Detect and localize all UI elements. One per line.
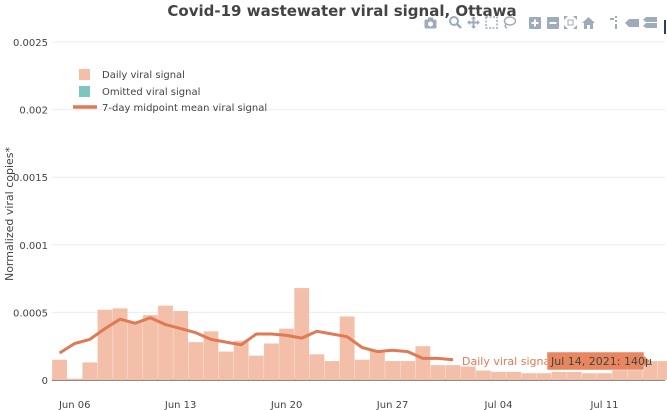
y-tick-label: 0.0025 bbox=[13, 38, 48, 49]
modebar bbox=[423, 15, 657, 33]
x-tick-label: Jun 20 bbox=[270, 400, 303, 410]
bar bbox=[279, 328, 295, 380]
bar bbox=[657, 361, 667, 380]
bar bbox=[506, 371, 522, 380]
bar bbox=[294, 288, 310, 380]
bar bbox=[627, 367, 643, 380]
mean-line bbox=[58, 316, 454, 362]
bar bbox=[354, 359, 370, 380]
zoom-icon[interactable] bbox=[448, 15, 463, 30]
y-tick-label: 0.001 bbox=[19, 241, 48, 252]
bar bbox=[551, 371, 567, 380]
x-tick-label: Jul 11 bbox=[589, 400, 618, 410]
pan-icon[interactable] bbox=[466, 15, 481, 30]
bar bbox=[309, 354, 325, 380]
bar bbox=[158, 305, 173, 380]
mean-line-series bbox=[58, 316, 454, 362]
bar bbox=[385, 361, 400, 380]
hover-closest-icon[interactable] bbox=[624, 15, 639, 30]
bar bbox=[581, 373, 597, 380]
y-tick-label: 0.002 bbox=[19, 106, 48, 117]
y-axis-title: Normalized viral copies* bbox=[3, 146, 16, 281]
bar bbox=[142, 315, 158, 380]
y-tick-label: 0.0015 bbox=[13, 173, 48, 184]
bar bbox=[248, 355, 264, 380]
autoscale-icon[interactable] bbox=[563, 15, 578, 30]
bar bbox=[82, 362, 98, 380]
box-select-icon[interactable] bbox=[484, 15, 499, 30]
bar bbox=[173, 311, 189, 380]
bar bbox=[264, 343, 279, 380]
bar bbox=[339, 316, 355, 380]
hover-tooltip: Daily viral signal Jul 14, 2021: 140µ bbox=[462, 351, 652, 371]
reset-axes-icon[interactable] bbox=[581, 15, 596, 30]
bar bbox=[218, 351, 234, 380]
spike-lines-icon[interactable] bbox=[606, 15, 621, 30]
bar bbox=[112, 308, 128, 380]
legend-swatch-daily bbox=[79, 69, 90, 80]
y-tick-label: 0 bbox=[42, 376, 48, 387]
bar bbox=[188, 342, 204, 380]
bar bbox=[203, 331, 219, 380]
bar bbox=[324, 361, 340, 380]
lasso-select-icon[interactable] bbox=[502, 15, 517, 30]
x-tick-label: Jun 06 bbox=[58, 400, 91, 410]
bar bbox=[536, 373, 552, 380]
bar bbox=[233, 340, 249, 380]
bar bbox=[612, 369, 628, 380]
camera-icon[interactable] bbox=[423, 15, 438, 30]
bar bbox=[67, 378, 83, 380]
x-tick-label: Jun 27 bbox=[376, 400, 409, 410]
bar bbox=[370, 350, 385, 380]
bar bbox=[400, 361, 416, 380]
bar bbox=[642, 361, 658, 380]
chart-title: Covid-19 wastewater viral signal, Ottawa bbox=[167, 2, 516, 20]
bar bbox=[566, 371, 582, 380]
hover-series-label: Daily viral signal bbox=[462, 355, 553, 368]
bar bbox=[445, 365, 461, 380]
legend-label-omitted[interactable]: Omitted viral signal bbox=[102, 87, 200, 98]
y-tick-label: 0.0005 bbox=[13, 308, 48, 319]
bar bbox=[460, 366, 476, 380]
legend[interactable]: Daily viral signal Omitted viral signal … bbox=[73, 69, 267, 114]
bar bbox=[97, 309, 113, 380]
hover-value-label: Jul 14, 2021: 140µ bbox=[550, 355, 652, 368]
hover-pointer bbox=[644, 356, 650, 366]
hover-compare-icon[interactable] bbox=[642, 15, 657, 30]
bar bbox=[52, 359, 67, 380]
bar bbox=[430, 365, 446, 380]
legend-label-mean[interactable]: 7-day midpoint mean viral signal bbox=[102, 103, 267, 114]
bar bbox=[491, 371, 506, 380]
legend-swatch-omitted bbox=[79, 86, 90, 97]
bar bbox=[521, 373, 537, 380]
bar bbox=[127, 321, 143, 380]
y-tick-labels: 0 0.0005 0.001 0.0015 0.002 0.0025 bbox=[13, 38, 48, 387]
x-tick-label: Jun 13 bbox=[164, 400, 197, 410]
bar bbox=[475, 370, 491, 380]
bar bbox=[415, 346, 431, 380]
x-tick-labels: Jun 06 Jun 13 Jun 20 Jun 27 Jul 04 Jul 11 bbox=[58, 400, 619, 410]
bar bbox=[597, 373, 612, 380]
zoom-out-icon[interactable] bbox=[545, 15, 560, 30]
zoom-in-icon[interactable] bbox=[527, 15, 542, 30]
x-tick-label: Jul 04 bbox=[484, 400, 513, 410]
legend-label-daily[interactable]: Daily viral signal bbox=[102, 70, 185, 81]
bar-series bbox=[52, 288, 667, 380]
